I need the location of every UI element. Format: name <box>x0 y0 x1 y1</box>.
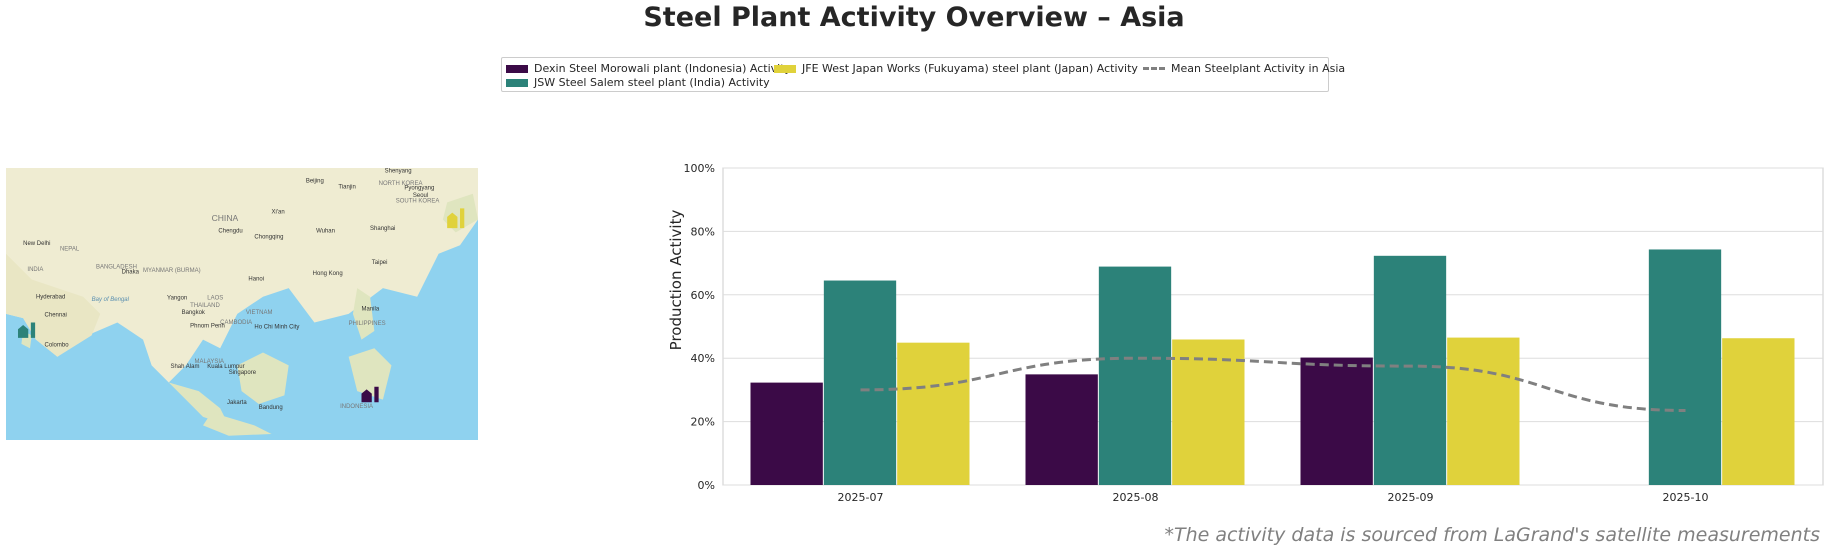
y-tick-label: 0% <box>698 479 715 492</box>
y-tick-label: 60% <box>691 289 715 302</box>
sulawesi <box>348 348 392 400</box>
bar <box>750 382 823 485</box>
map-label: MYANMAR (BURMA) <box>143 268 201 274</box>
y-tick-label: 20% <box>691 416 715 429</box>
map-label: CAMBODIA <box>220 320 252 326</box>
map-label: NORTH KOREA <box>379 181 423 187</box>
bar <box>1025 374 1098 485</box>
factory-icon-jfe[interactable] <box>447 208 465 229</box>
bar <box>1172 339 1245 485</box>
plot-frame <box>722 167 1824 486</box>
factory-icon-dexin[interactable] <box>361 386 379 403</box>
map-label: Kuala Lumpur <box>207 364 244 370</box>
map-label: NEPAL <box>60 246 80 252</box>
map-label: Colombo <box>45 342 70 348</box>
page-title: Steel Plant Activity Overview – Asia <box>643 2 1185 33</box>
map-label: New Delhi <box>23 241 50 247</box>
footnote: *The activity data is sourced from LaGra… <box>1164 524 1820 546</box>
map-label: Chengdu <box>218 228 242 234</box>
map-label: BANGLADESH <box>96 264 137 270</box>
legend-label: JSW Steel Salem steel plant (India) Acti… <box>534 76 770 89</box>
legend-swatch <box>774 64 796 73</box>
legend-label: JFE West Japan Works (Fukuyama) steel pl… <box>802 62 1138 75</box>
map-label: Shah Alam <box>170 364 199 370</box>
bar <box>1098 266 1172 485</box>
legend-label: Dexin Steel Morowali plant (Indonesia) A… <box>534 62 792 75</box>
legend-label: Mean Steelplant Activity in Asia <box>1171 62 1346 75</box>
legend-swatch <box>506 78 528 87</box>
map-label: Dhaka <box>122 270 140 276</box>
map-label: Beijing <box>306 179 324 185</box>
map-label: Bay of Bengal <box>92 297 130 303</box>
map-label: Bangkok <box>182 310 206 316</box>
bar <box>1648 249 1722 485</box>
bar <box>1373 255 1447 485</box>
map-label: Hanoi <box>248 276 264 282</box>
legend: Dexin Steel Morowali plant (Indonesia) A… <box>501 57 1345 92</box>
factory-icon-jsw[interactable] <box>17 322 36 338</box>
legend-item-jsw: JSW Steel Salem steel plant (India) Acti… <box>506 76 770 89</box>
bar <box>1447 337 1520 485</box>
map-label: Manila <box>361 306 379 312</box>
bar <box>1300 357 1373 485</box>
map-label: PHILIPPINES <box>349 321 386 327</box>
y-tick-label: 80% <box>691 225 715 238</box>
x-tick-label: 2025-08 <box>1113 491 1159 504</box>
mean-line <box>860 356 1686 413</box>
map-label: Chennai <box>45 312 67 318</box>
map-labels: CHINA INDIA NEPAL BANGLADESH MYANMAR (BU… <box>23 168 439 411</box>
map[interactable]: CHINA INDIA NEPAL BANGLADESH MYANMAR (BU… <box>6 168 478 440</box>
map-label: SOUTH KOREA <box>396 198 440 204</box>
mainland-asia <box>6 168 478 383</box>
map-label: Yangon <box>167 295 187 301</box>
legend-item-jfe: JFE West Japan Works (Fukuyama) steel pl… <box>774 62 1138 75</box>
map-label: Phnom Penh <box>190 324 225 330</box>
map-label: Tianjin <box>338 185 355 191</box>
legend-swatch <box>506 64 528 73</box>
philippines <box>352 288 375 340</box>
legend-item-dexin: Dexin Steel Morowali plant (Indonesia) A… <box>506 62 791 75</box>
map-label: Xi'an <box>272 209 285 215</box>
map-label: Seoul <box>413 193 428 199</box>
map-label: Bandung <box>259 405 283 411</box>
map-label: Hong Kong <box>313 271 343 277</box>
y-axis-label: Production Activity <box>667 210 685 351</box>
borneo <box>237 352 289 404</box>
map-label: Taipei <box>372 260 388 266</box>
map-label: INDIA <box>27 267 43 273</box>
map-label: Singapore <box>229 370 257 376</box>
map-label: Pyongyang <box>404 185 434 191</box>
x-tick-label: 2025-09 <box>1388 491 1434 504</box>
bar <box>823 280 897 485</box>
legend-dash <box>1143 67 1165 70</box>
india-land <box>6 253 101 357</box>
map-label: MALAYSIA <box>194 359 224 365</box>
bar <box>897 342 970 485</box>
map-label: Hyderabad <box>36 294 65 300</box>
bar <box>1722 338 1795 485</box>
map-label: CHINA <box>212 213 239 223</box>
map-label: Shanghai <box>370 226 395 232</box>
map-label: LAOS <box>207 295 223 301</box>
x-tick-label: 2025-07 <box>838 491 884 504</box>
map-label: Jakarta <box>227 400 247 406</box>
map-label: INDONESIA <box>340 404 373 410</box>
map-label: VIETNAM <box>246 310 273 316</box>
map-label: Chongqing <box>254 234 283 240</box>
y-tick-label: 100% <box>684 162 715 175</box>
map-label: Wuhan <box>316 228 335 234</box>
map-label: THAILAND <box>190 303 220 309</box>
legend-item-mean: Mean Steelplant Activity in Asia <box>1143 62 1345 75</box>
map-label: Ho Chi Minh City <box>254 324 299 330</box>
x-tick-label: 2025-10 <box>1663 491 1709 504</box>
y-tick-label: 40% <box>691 352 715 365</box>
java <box>203 412 272 436</box>
map-label: Shenyang <box>385 168 412 174</box>
